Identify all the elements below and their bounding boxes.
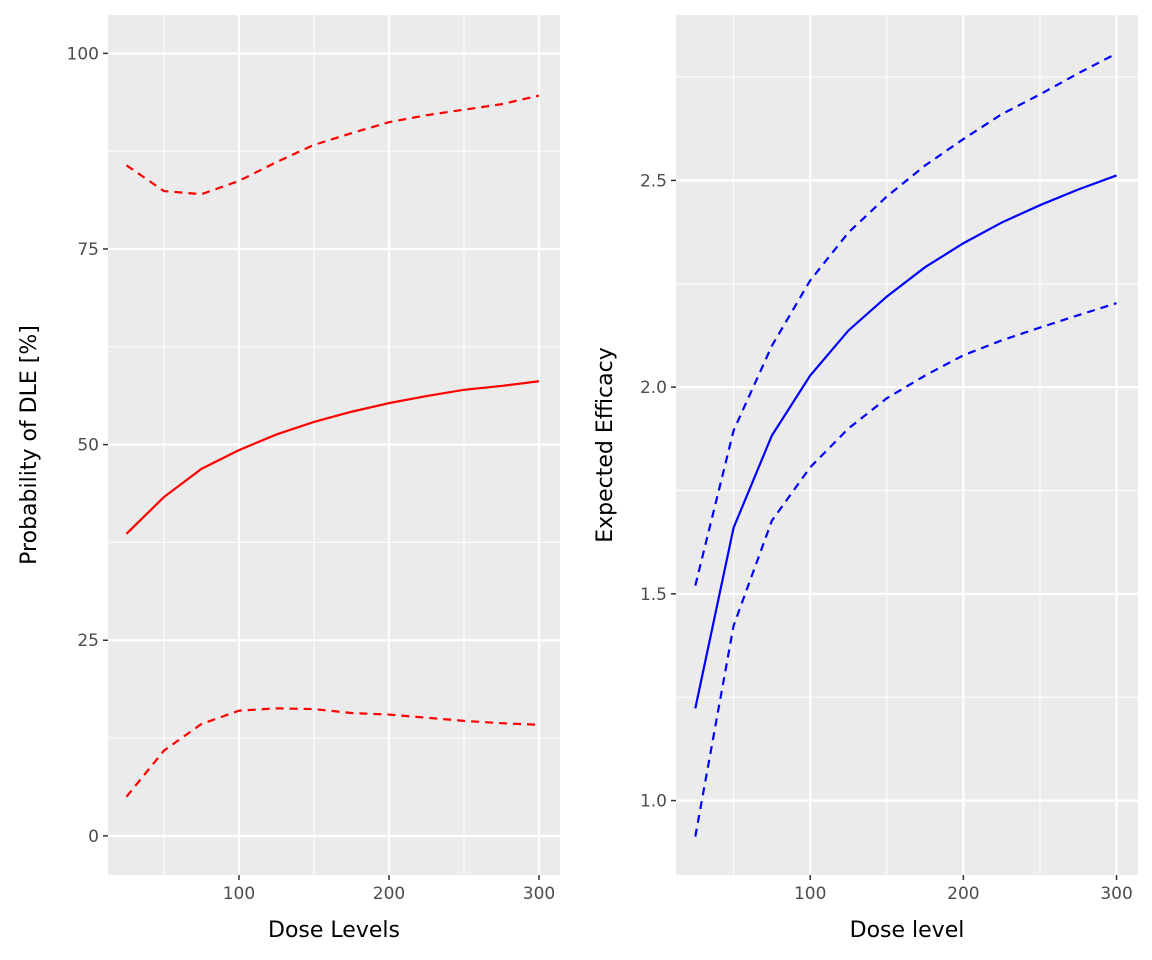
- plot-background: [676, 15, 1138, 875]
- mean-line: [125, 380, 540, 535]
- panel-2: 1.0 1.5 2.0 2.5 100 200 300 Dose level Expected …: [593, 15, 1138, 943]
- y-tick-label: 2.0: [640, 378, 667, 398]
- y-tick-label: 25: [77, 631, 99, 651]
- y-axis-label: Probability of DLE [%]: [17, 325, 42, 565]
- x-axis-label: Dose Levels: [268, 918, 400, 943]
- y-axis-label: Expected Efficacy: [593, 347, 618, 543]
- y-tick-label: 1.0: [640, 792, 667, 812]
- panel-1: 0 25 50 75 100 100 200 300 Dose Levels Probabilit…: [17, 15, 560, 943]
- upper-bound-line: [694, 52, 1118, 586]
- y-tick-label: 0: [88, 827, 99, 847]
- y-tick-label: 100: [67, 44, 99, 64]
- x-tick-label: 300: [1100, 884, 1132, 904]
- x-tick-label: 100: [794, 884, 826, 904]
- y-tick-label: 1.5: [640, 585, 667, 605]
- x-tick-label: 200: [947, 884, 979, 904]
- mean-line: [694, 174, 1117, 709]
- y-tick-label: 2.5: [640, 171, 667, 191]
- x-axis-label: Dose level: [850, 918, 965, 943]
- x-tick-label: 200: [373, 884, 405, 904]
- y-tick-label: 50: [77, 436, 99, 456]
- upper-bound-line: [125, 94, 540, 196]
- lower-bound-line: [125, 707, 540, 798]
- x-tick-label: 100: [223, 884, 255, 904]
- y-tick-label: 75: [77, 240, 99, 260]
- x-tick-label: 300: [523, 884, 555, 904]
